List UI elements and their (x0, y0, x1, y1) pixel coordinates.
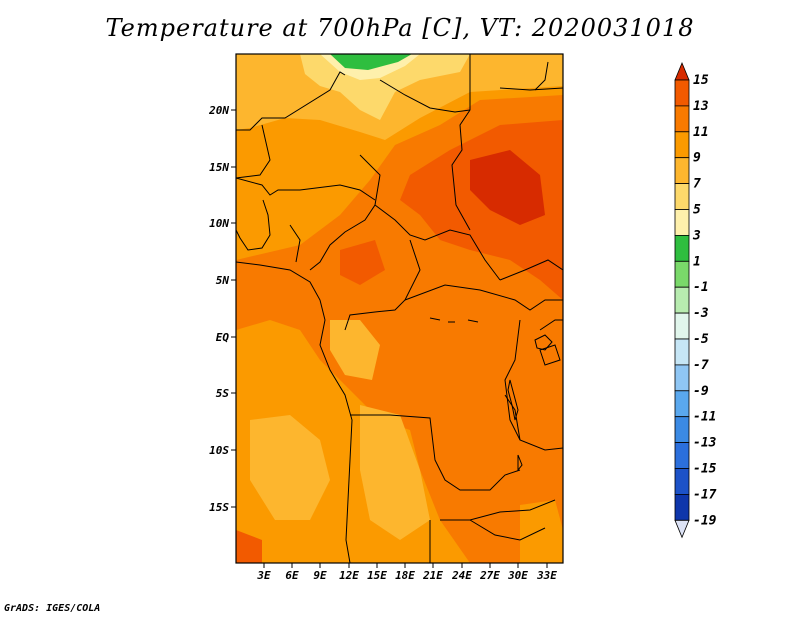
colorbar-swatch (674, 234, 690, 262)
lon-label: 6E (285, 569, 299, 582)
colorbar-label: -15 (693, 462, 717, 477)
colorbar-label: 1 (693, 254, 701, 269)
colorbar-label: 9 (693, 151, 701, 166)
lon-label: 27E (479, 569, 500, 582)
field-center-15 (470, 150, 545, 225)
lon-tick-marks (263, 563, 548, 568)
lon-label: 24E (451, 569, 472, 582)
lon-label: 15E (367, 569, 387, 582)
lat-label: EQ (216, 331, 230, 344)
lat-label: 10S (209, 444, 229, 457)
colorbar-label: 13 (693, 99, 709, 114)
colorbar-label: -13 (693, 436, 717, 451)
chart-title: Temperature at 700hPa [C], VT: 202003101… (105, 14, 695, 42)
colorbar-swatch (674, 442, 690, 469)
colorbar-swatch (674, 79, 690, 107)
colorbar-label: 7 (693, 177, 701, 192)
colorbar-bottom-arrow (674, 519, 690, 539)
colorbar-swatch (674, 131, 690, 159)
lon-label: 3E (256, 569, 271, 582)
lon-label: 30E (507, 569, 528, 582)
lon-label: 9E (313, 569, 327, 582)
lat-label: 5S (216, 387, 230, 400)
colorbar-swatch (674, 183, 690, 210)
colorbar-label: -5 (693, 332, 709, 347)
field-south-11 (236, 530, 262, 563)
lakes (429, 317, 553, 472)
lat-tick-marks (231, 109, 236, 508)
colorbar (674, 61, 690, 539)
colorbar-label: 3 (692, 228, 701, 243)
colorbar-swatch (674, 338, 690, 366)
colorbar-swatch (674, 493, 690, 521)
colorbar-label: -11 (693, 410, 716, 425)
colorbar-label: -17 (693, 487, 717, 502)
country-borders (236, 54, 563, 563)
field-north-1 (330, 54, 412, 70)
lon-tick-labels: 3E 6E 9E 12E 15E 18E 21E 24E 27E 30E 33E (256, 569, 557, 582)
colorbar-top-arrow (674, 61, 690, 81)
colorbar-label: -3 (693, 306, 709, 321)
colorbar-swatch (674, 468, 690, 495)
credit-text: GrADS: IGES/COLA (4, 603, 101, 614)
colorbar-label: -19 (693, 513, 717, 528)
lat-label: 5N (216, 274, 230, 287)
colorbar-label: 11 (693, 125, 709, 140)
lat-label: 15S (209, 501, 229, 514)
field-coast-7 (330, 320, 380, 380)
lon-label: 18E (395, 569, 415, 582)
lat-label: 20N (208, 104, 229, 117)
colorbar-swatch (674, 105, 690, 133)
lat-label: 15N (209, 161, 229, 174)
colorbar-label: 15 (693, 73, 709, 88)
colorbar-swatch (674, 286, 690, 314)
colorbar-swatch (674, 157, 690, 184)
colorbar-swatch (674, 390, 690, 418)
field-south-7b (360, 405, 430, 540)
colorbar-label: -9 (693, 384, 709, 399)
lat-tick-labels: 20N 15N 10N 5N EQ 5S 10S 15S (208, 104, 229, 514)
colorbar-swatch (674, 364, 690, 392)
map-frame (235, 53, 564, 564)
colorbar-label: -1 (693, 280, 709, 295)
colorbar-swatch (674, 209, 690, 236)
colorbar-swatch (674, 416, 690, 444)
lon-label: 21E (422, 569, 443, 582)
colorbar-swatch (674, 260, 690, 288)
field-south-7 (250, 415, 330, 520)
lon-label: 33E (536, 569, 557, 582)
field-west-13 (340, 240, 385, 285)
colorbar-label: -7 (693, 358, 709, 373)
colorbar-labels: 15 13 11 9 7 5 3 1 -1 -3 -5 -7 -9 -11 -13 -15 -17 -19 (692, 73, 717, 528)
colorbar-label: 5 (693, 203, 701, 218)
field-se-9 (520, 500, 563, 563)
lon-label: 12E (339, 569, 359, 582)
lat-label: 10N (209, 217, 229, 230)
temperature-field (236, 54, 563, 563)
colorbar-swatch (674, 312, 690, 340)
